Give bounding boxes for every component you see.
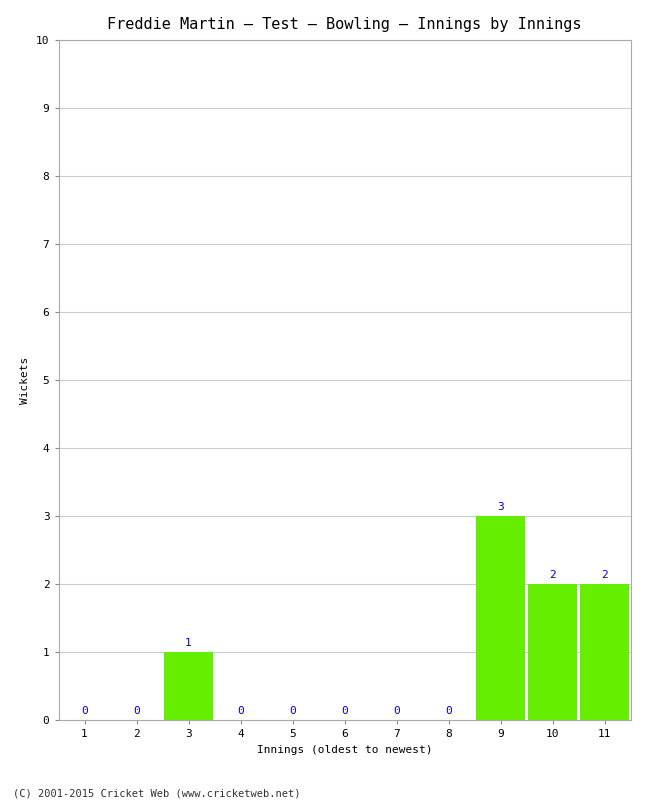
Bar bbox=[476, 516, 525, 720]
Text: 0: 0 bbox=[81, 706, 88, 716]
Bar bbox=[580, 584, 629, 720]
Text: 0: 0 bbox=[237, 706, 244, 716]
Title: Freddie Martin – Test – Bowling – Innings by Innings: Freddie Martin – Test – Bowling – Inning… bbox=[107, 17, 582, 32]
Y-axis label: Wickets: Wickets bbox=[20, 356, 31, 404]
Text: 0: 0 bbox=[341, 706, 348, 716]
Text: 0: 0 bbox=[133, 706, 140, 716]
Text: 3: 3 bbox=[497, 502, 504, 512]
Text: 1: 1 bbox=[185, 638, 192, 648]
Bar bbox=[164, 652, 213, 720]
Text: 0: 0 bbox=[445, 706, 452, 716]
Text: 2: 2 bbox=[549, 570, 556, 580]
Bar bbox=[528, 584, 577, 720]
Text: 0: 0 bbox=[393, 706, 400, 716]
Text: (C) 2001-2015 Cricket Web (www.cricketweb.net): (C) 2001-2015 Cricket Web (www.cricketwe… bbox=[13, 788, 300, 798]
Text: 0: 0 bbox=[289, 706, 296, 716]
Text: 2: 2 bbox=[601, 570, 608, 580]
X-axis label: Innings (oldest to newest): Innings (oldest to newest) bbox=[257, 745, 432, 754]
